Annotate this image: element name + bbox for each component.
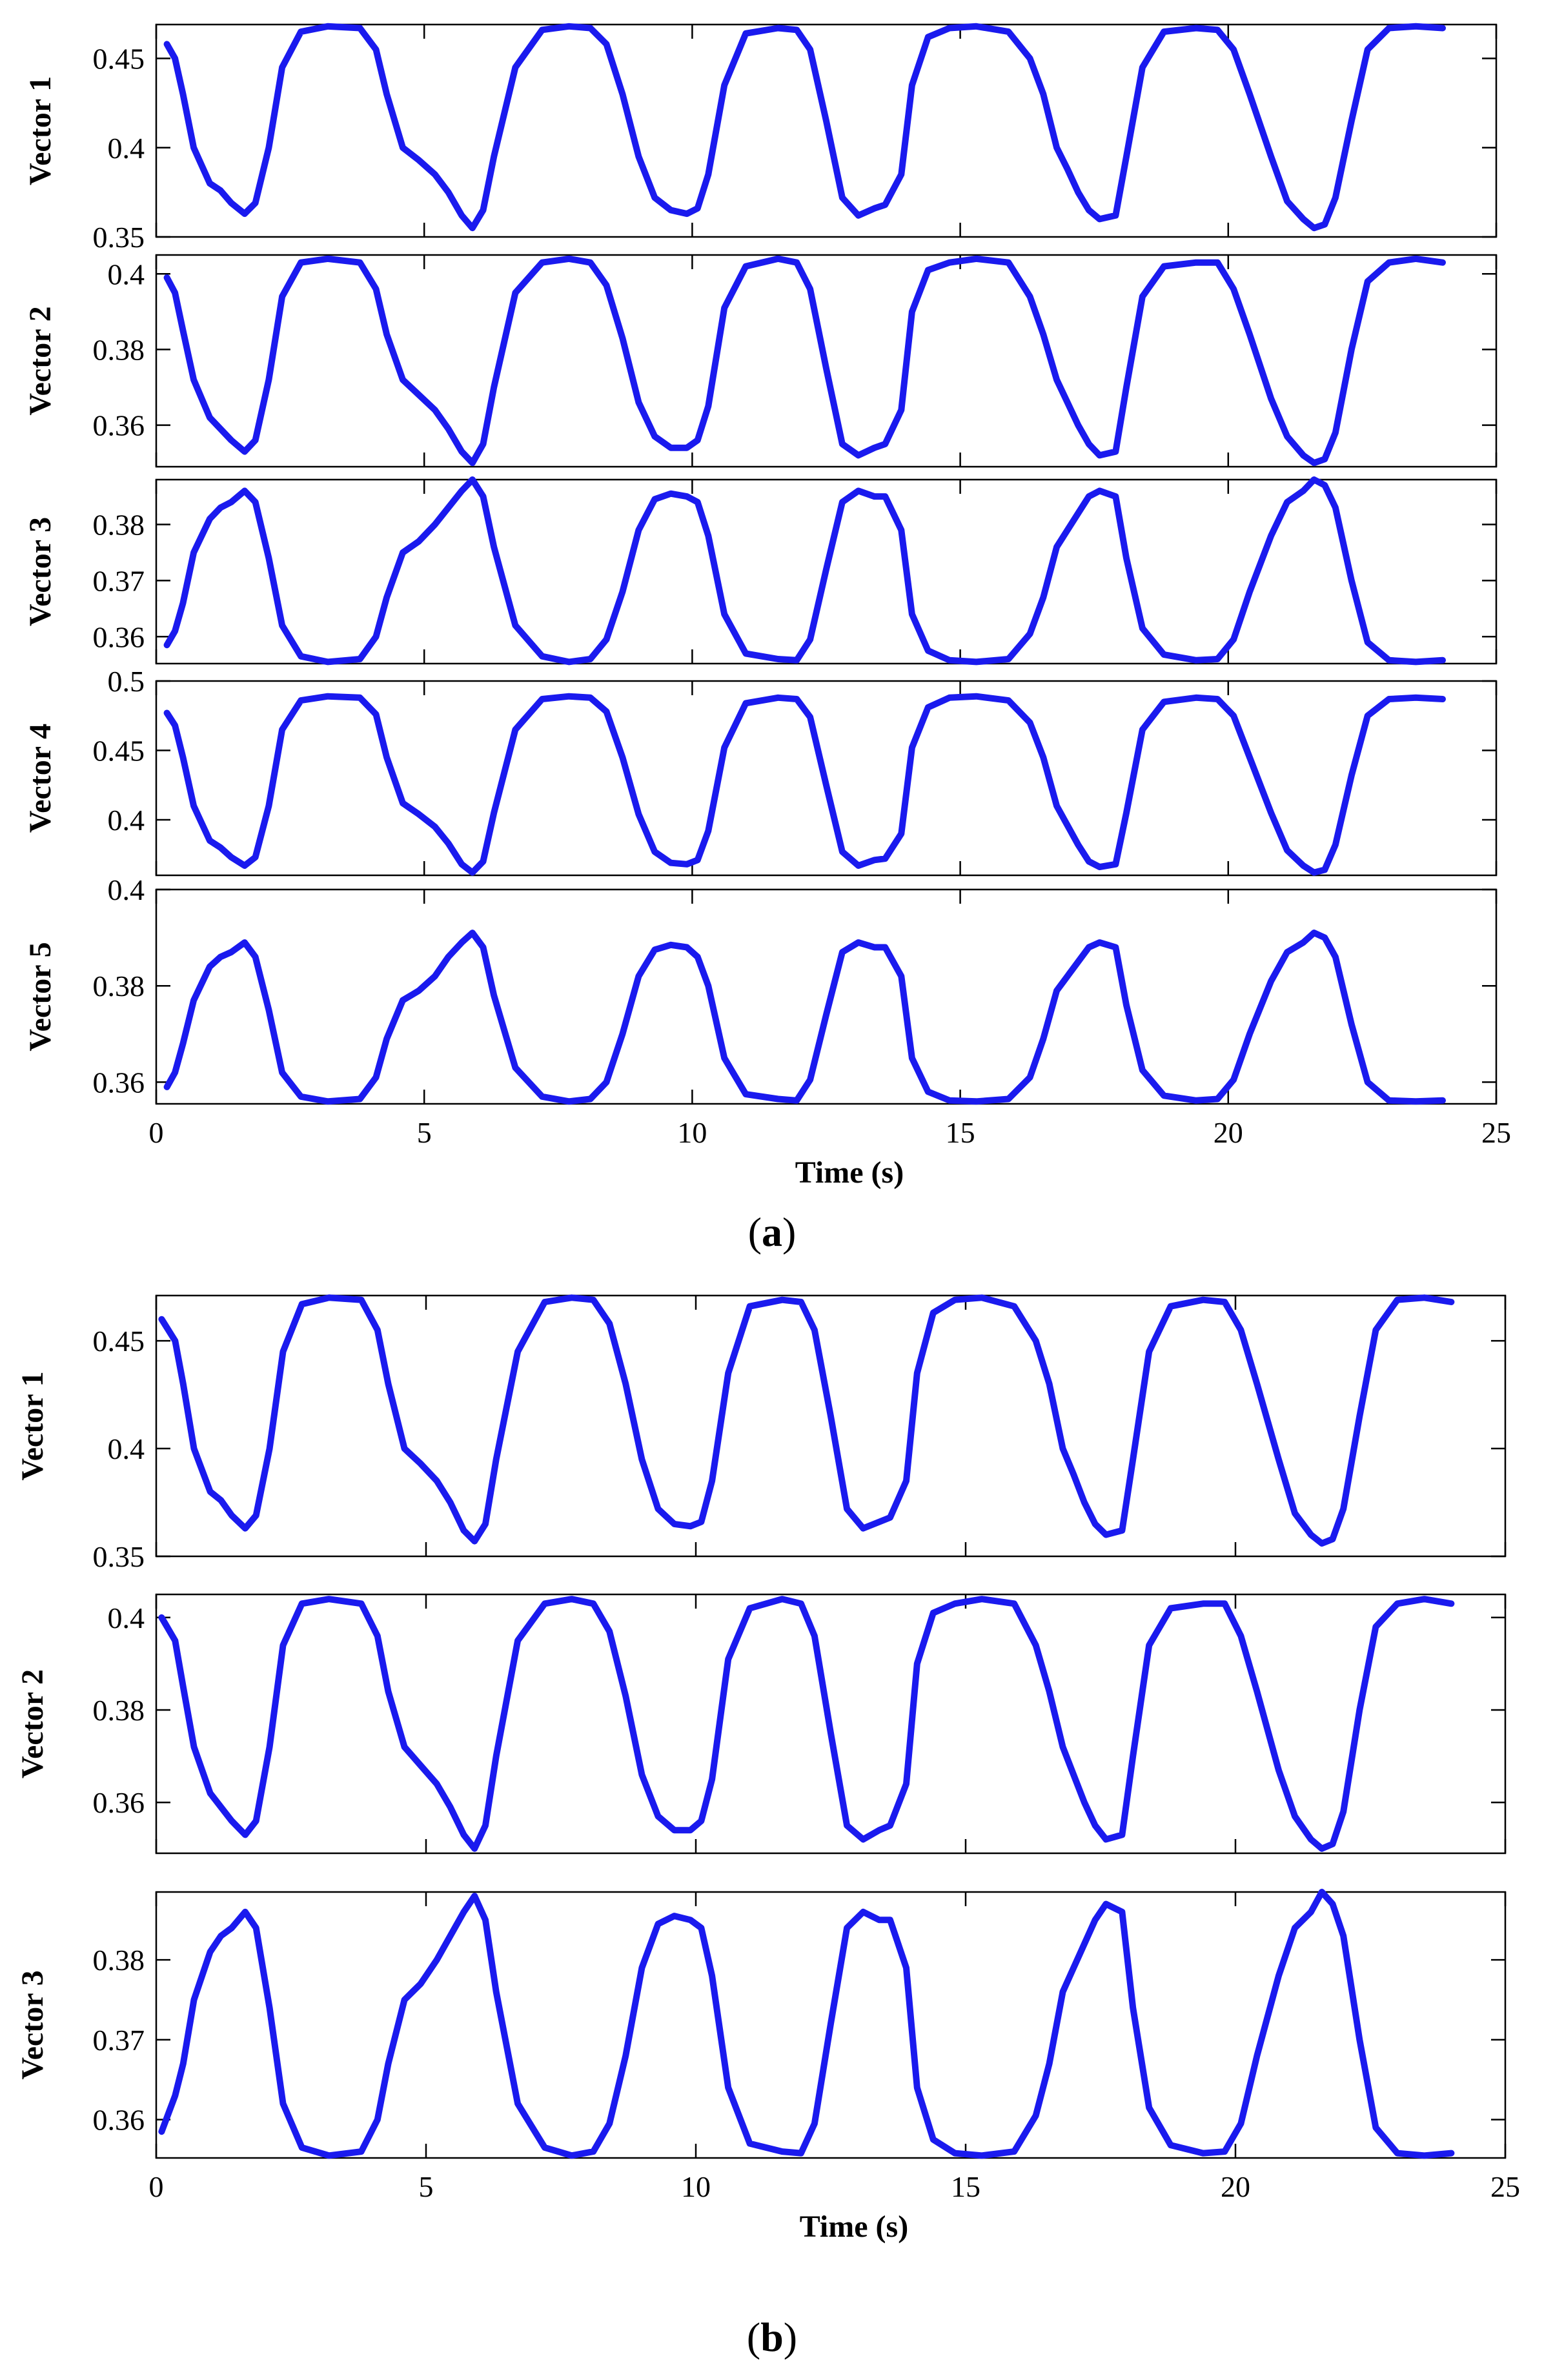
y-tick-label: 0.4 xyxy=(108,258,145,290)
plot-frame xyxy=(155,888,1498,1105)
y-axis-label: Vector 3 xyxy=(23,517,57,626)
y-tick-label: 0.45 xyxy=(93,1325,145,1358)
x-tick-label: 20 xyxy=(1221,2170,1250,2203)
y-tick-label: 0.37 xyxy=(93,564,145,597)
x-tick-label: 10 xyxy=(681,2170,711,2203)
x-axis-label: Time (s) xyxy=(800,2210,908,2244)
y-tick-label: 0.45 xyxy=(93,735,145,768)
subplot-a-5: 0.36 0.38 0.4 0 5 10 15 20 25 Vector 5 Time (s) xyxy=(23,873,1511,1190)
series-line xyxy=(163,693,1446,876)
x-tick-label: 5 xyxy=(419,2170,434,2203)
y-axis-label: Vector 3 xyxy=(15,1970,50,2079)
caption-a-open: ( xyxy=(748,1209,762,1255)
plot-frame xyxy=(155,680,1498,877)
y-tick-label: 0.38 xyxy=(93,509,145,542)
subplot-a-2: 0.36 0.38 0.4 Vector 2 xyxy=(23,254,1498,468)
subplot-a-4: 0.4 0.45 0.5 Vector 4 xyxy=(23,665,1498,877)
y-axis-label: Vector 1 xyxy=(15,1371,50,1480)
x-tick-label: 0 xyxy=(149,2170,164,2203)
x-tick-label: 5 xyxy=(417,1116,432,1149)
y-tick-label: 0.4 xyxy=(108,1432,145,1465)
series-line xyxy=(158,1596,1455,1852)
y-tick-label: 0.36 xyxy=(93,409,145,442)
series-line xyxy=(163,930,1446,1105)
y-tick-label: 0.36 xyxy=(93,1786,145,1819)
y-tick-label: 0.37 xyxy=(93,2024,145,2057)
y-tick-label: 0.38 xyxy=(93,970,145,1002)
x-tick-label: 0 xyxy=(149,1116,164,1149)
y-tick-label: 0.36 xyxy=(93,620,145,653)
y-axis-label: Vector 1 xyxy=(23,76,57,185)
y-tick-label: 0.4 xyxy=(108,804,145,837)
y-tick-label: 0.35 xyxy=(93,1540,145,1573)
y-axis-label: Vector 4 xyxy=(23,724,57,833)
caption-b-close: ) xyxy=(784,2314,797,2360)
panel-caption-a: (a) xyxy=(748,1209,797,1255)
caption-a-letter: a xyxy=(762,1209,782,1255)
plot-frame xyxy=(155,478,1498,665)
y-tick-label: 0.36 xyxy=(93,2104,145,2137)
x-tick-label: 15 xyxy=(946,1116,975,1149)
caption-b-open: ( xyxy=(747,2314,760,2360)
y-tick-label: 0.5 xyxy=(108,665,145,698)
subplot-a-1: 0.35 0.4 0.45 Vector 1 xyxy=(23,23,1498,254)
x-tick-label: 25 xyxy=(1490,2170,1520,2203)
y-tick-label: 0.45 xyxy=(93,43,145,76)
series-line xyxy=(158,1889,1455,2159)
series-line xyxy=(163,255,1446,467)
plot-frame xyxy=(155,1294,1507,1558)
x-tick-label: 10 xyxy=(677,1116,707,1149)
y-axis-label: Vector 5 xyxy=(23,942,57,1051)
series-line xyxy=(163,476,1446,666)
y-tick-label: 0.38 xyxy=(93,1944,145,1977)
y-tick-label: 0.4 xyxy=(108,873,145,906)
subplot-b-6: 0.35 0.4 0.45 Vector 1 xyxy=(15,1294,1507,1573)
y-tick-label: 0.35 xyxy=(93,221,145,254)
series-line xyxy=(158,1294,1455,1547)
subplot-a-3: 0.36 0.37 0.38 Vector 3 xyxy=(23,476,1498,666)
y-tick-label: 0.4 xyxy=(108,132,145,165)
series-line xyxy=(163,23,1446,232)
plot-frame xyxy=(155,254,1498,468)
plot-frame xyxy=(155,1593,1507,1855)
x-tick-label: 20 xyxy=(1214,1116,1243,1149)
panel-caption-b: (b) xyxy=(747,2314,797,2360)
y-axis-label: Vector 2 xyxy=(15,1669,50,1778)
y-tick-label: 0.38 xyxy=(93,1694,145,1727)
y-tick-label: 0.4 xyxy=(108,1602,145,1634)
caption-b-letter: b xyxy=(760,2314,784,2360)
caption-a-close: ) xyxy=(782,1209,796,1255)
subplot-b-7: 0.36 0.38 0.4 Vector 2 xyxy=(15,1593,1507,1855)
x-tick-label: 25 xyxy=(1481,1116,1511,1149)
x-axis-label: Time (s) xyxy=(795,1155,904,1190)
plot-frame xyxy=(155,1891,1507,2159)
subplot-b-8: 0.36 0.37 0.38 0 5 10 15 20 25 Vector 3 Time (s) xyxy=(15,1889,1520,2244)
x-tick-label: 15 xyxy=(951,2170,980,2203)
plot-frame xyxy=(155,23,1498,238)
y-tick-label: 0.38 xyxy=(93,333,145,366)
y-tick-label: 0.36 xyxy=(93,1066,145,1099)
y-axis-label: Vector 2 xyxy=(23,306,57,415)
